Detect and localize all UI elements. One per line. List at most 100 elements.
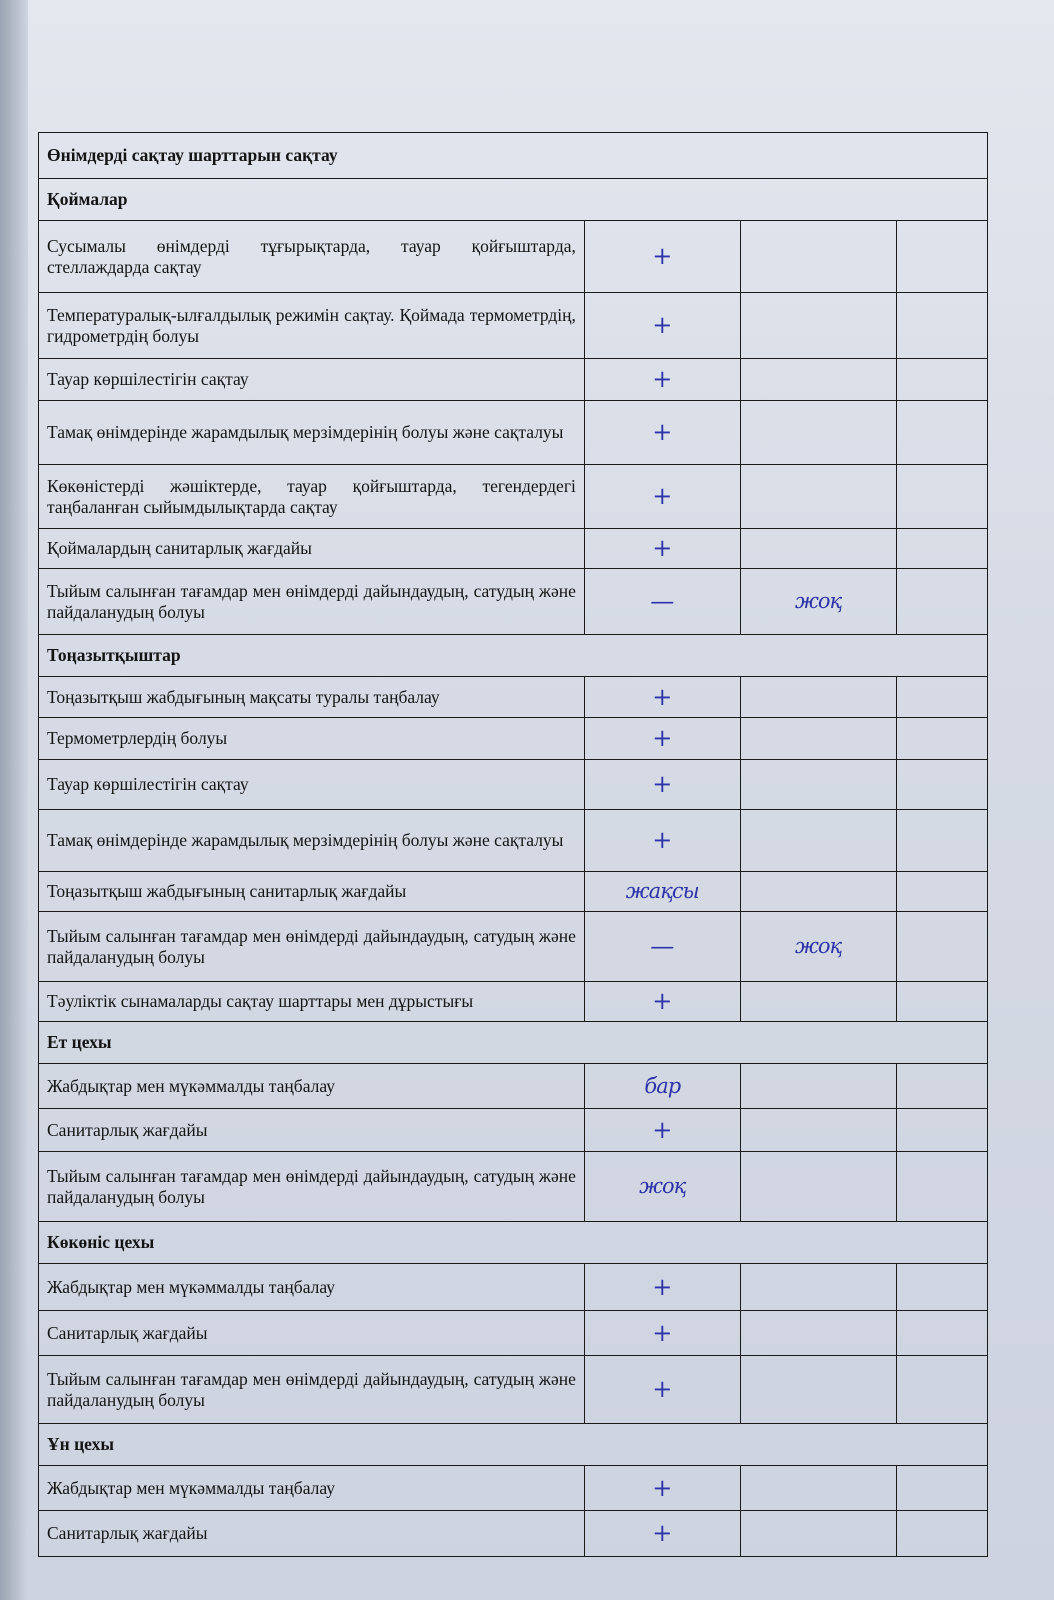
section-header-row: Қоймалар	[38, 178, 988, 221]
mark-cell: +	[583, 358, 741, 401]
empty-cell	[895, 358, 988, 401]
empty-cell	[895, 568, 988, 635]
checklist-row: Жабдықтар мен мүкәммалды таңбалау бар	[38, 1063, 988, 1109]
checklist-row: Тауар көршілестігін сақтау +	[38, 358, 988, 401]
empty-cell	[895, 759, 988, 810]
empty-cell	[895, 528, 988, 569]
handwritten-mark: +	[652, 1318, 673, 1347]
checklist-row: Тыйым салынған тағамдар мен өнімдерді да…	[38, 1151, 988, 1222]
note-cell	[739, 981, 897, 1022]
checklist-row: Тыйым салынған тағамдар мен өнімдерді да…	[38, 568, 988, 635]
empty-cell	[895, 1151, 988, 1222]
checklist-row: Тыйым салынған тағамдар мен өнімдерді да…	[38, 1355, 988, 1424]
empty-cell	[895, 1355, 988, 1424]
checklist-row: Жабдықтар мен мүкәммалды таңбалау +	[38, 1465, 988, 1511]
handwritten-mark: +	[652, 242, 673, 270]
mark-cell: +	[583, 717, 741, 760]
criterion-text: Тәуліктік сынамаларды сақтау шарттары ме…	[38, 981, 585, 1022]
mark-cell: +	[583, 1108, 741, 1152]
note-cell	[739, 358, 897, 401]
note-cell	[739, 1310, 897, 1356]
checklist-row: Қоймалардың санитарлық жағдайы +	[38, 528, 988, 569]
section-heading: Тоңазытқыштар	[38, 634, 988, 677]
empty-cell	[895, 220, 988, 293]
section-heading: Қоймалар	[38, 178, 988, 221]
note-cell	[739, 676, 897, 718]
handwritten-mark: +	[652, 1272, 673, 1301]
criterion-text: Термометрлердің болуы	[38, 717, 585, 760]
criterion-text: Тоңазытқыш жабдығының санитарлық жағдайы	[38, 871, 585, 912]
mark-cell: жоқ	[583, 1151, 741, 1222]
empty-cell	[895, 676, 988, 718]
checklist-row: Көкөністерді жәшіктерде, тауар қойғыштар…	[38, 464, 988, 529]
empty-cell	[895, 292, 988, 359]
criterion-text: Тамақ өнімдерінде жарамдылық мерзімдерін…	[38, 400, 585, 465]
note-cell	[739, 1108, 897, 1152]
handwritten-mark: +	[652, 534, 673, 562]
checklist-row: Сусымалы өнімдерді тұғырықтарда, тауар қ…	[38, 220, 988, 293]
empty-cell	[895, 717, 988, 760]
empty-cell	[895, 981, 988, 1022]
note-cell: жоқ	[739, 911, 897, 982]
checklist-row: Температуралық-ылғалдылық режимін сақтау…	[38, 292, 988, 359]
handwritten-mark: +	[652, 311, 673, 339]
handwritten-mark: —	[650, 932, 675, 960]
empty-cell	[895, 809, 988, 872]
note-cell	[739, 1465, 897, 1511]
mark-cell: —	[583, 568, 741, 635]
empty-cell	[895, 1465, 988, 1511]
checklist-row: Тамақ өнімдерінде жарамдылық мерзімдерін…	[38, 400, 988, 465]
checklist-row: Тамақ өнімдерінде жарамдылық мерзімдерін…	[38, 809, 988, 872]
mark-cell: +	[583, 464, 741, 529]
mark-cell: +	[583, 809, 741, 872]
handwritten-note: жоқ	[794, 934, 842, 958]
checklist-row: Тәуліктік сынамаларды сақтау шарттары ме…	[38, 981, 988, 1022]
handwritten-mark: +	[652, 1519, 673, 1547]
mark-cell: +	[583, 528, 741, 569]
criterion-text: Тоңазытқыш жабдығының мақсаты туралы таң…	[38, 676, 585, 718]
table-title: Өнімдерді сақтау шарттарын сақтау	[38, 132, 988, 179]
handwritten-mark: жақсы	[625, 879, 700, 903]
criterion-text: Санитарлық жағдайы	[38, 1310, 585, 1356]
checklist-row: Тоңазытқыш жабдығының мақсаты туралы таң…	[38, 676, 988, 718]
mark-cell: +	[583, 1465, 741, 1511]
checklist-row: Термометрлердің болуы +	[38, 717, 988, 760]
criterion-text: Көкөністерді жәшіктерде, тауар қойғыштар…	[38, 464, 585, 529]
note-cell	[739, 1063, 897, 1109]
checklist-table: Өнімдерді сақтау шарттарын сақтау Қоймал…	[38, 132, 988, 1557]
criterion-text: Жабдықтар мен мүкәммалды таңбалау	[38, 1263, 585, 1311]
criterion-text: Қоймалардың санитарлық жағдайы	[38, 528, 585, 569]
handwritten-mark: +	[652, 770, 673, 798]
mark-cell: +	[583, 400, 741, 465]
section-header-row: Ұн цехы	[38, 1423, 988, 1466]
section-header-row: Көкөніс цехы	[38, 1221, 988, 1264]
note-cell	[739, 528, 897, 569]
note-cell	[739, 759, 897, 810]
checklist-row: Тыйым салынған тағамдар мен өнімдерді да…	[38, 911, 988, 982]
handwritten-note: жоқ	[794, 589, 842, 613]
mark-cell: +	[583, 1310, 741, 1356]
note-cell	[739, 292, 897, 359]
handwritten-mark: +	[652, 724, 673, 752]
note-cell: жоқ	[739, 568, 897, 635]
empty-cell	[895, 871, 988, 912]
checklist-row: Санитарлық жағдайы +	[38, 1108, 988, 1152]
mark-cell: +	[583, 981, 741, 1022]
checklist-row: Тоңазытқыш жабдығының санитарлық жағдайы…	[38, 871, 988, 912]
checklist-row: Санитарлық жағдайы +	[38, 1310, 988, 1356]
handwritten-mark: +	[652, 1115, 673, 1144]
handwritten-mark: +	[652, 987, 673, 1015]
mark-cell: +	[583, 1355, 741, 1424]
handwritten-mark: бар	[644, 1073, 681, 1098]
mark-cell: —	[583, 911, 741, 982]
handwritten-mark: +	[652, 826, 673, 854]
criterion-text: Санитарлық жағдайы	[38, 1510, 585, 1557]
handwritten-mark: +	[652, 418, 673, 446]
criterion-text: Санитарлық жағдайы	[38, 1108, 585, 1152]
checklist-row: Жабдықтар мен мүкәммалды таңбалау +	[38, 1263, 988, 1311]
criterion-text: Температуралық-ылғалдылық режимін сақтау…	[38, 292, 585, 359]
empty-cell	[895, 1310, 988, 1356]
note-cell	[739, 1263, 897, 1311]
page-edge-shadow	[0, 0, 28, 1600]
handwritten-mark: +	[652, 1473, 673, 1502]
